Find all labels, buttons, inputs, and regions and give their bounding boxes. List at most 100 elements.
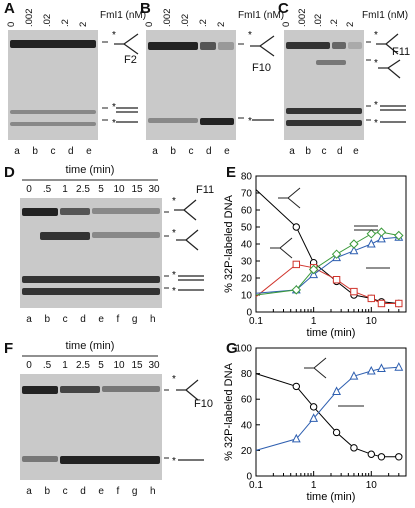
lane-letter: e [98,486,104,497]
unit-label-a: FmI1 (nM) [100,10,147,21]
data-point [367,294,375,303]
x-axis-label: time (min) [307,327,356,339]
dna-diagram-b: * * [238,30,275,127]
svg-text:*: * [172,228,176,239]
lane-letter: c [50,146,56,157]
gel-band [218,42,234,50]
lane-letter: b [32,146,38,157]
time-label: 15 [131,360,143,371]
time-label: 10 [113,360,125,371]
gel-band [286,42,330,49]
conc-labels-a: 0 .002 .02 .2 2 [6,0,98,30]
data-point [292,223,300,231]
gel-band [148,118,198,123]
y-tick-label: 20 [241,446,253,457]
conc-label: 2 [345,21,356,27]
y-tick-label: 50 [241,223,253,234]
conc-label: 0 [144,21,155,27]
panel-label-c: C [278,0,289,17]
gel-band [102,386,160,392]
gel-band [60,456,160,464]
svg-text:*: * [112,118,116,129]
series-line [255,263,399,304]
data-point [309,403,318,411]
lane-letter: a [289,146,295,157]
gel-band [286,108,362,114]
lane-letter: e [224,146,230,157]
conc-label: 0 [6,21,17,27]
x-tick-label: 0.1 [249,480,263,491]
data-point [395,453,403,461]
data-point [377,233,386,243]
dna-fork-icon [279,247,293,259]
lane-letter: g [131,314,138,325]
svg-text:*: * [374,30,378,41]
data-point [350,287,358,296]
gel-band [286,120,362,126]
time-label: 10 [113,184,125,195]
y-tick-label: 30 [241,257,253,268]
dna-fork-icon [287,197,301,209]
svg-text:*: * [374,118,378,129]
data-point [367,450,375,458]
conc-label: 2 [78,21,89,27]
svg-text:*: * [112,30,116,41]
lane-letter: b [44,486,51,497]
gel-f [20,374,162,480]
conc-label: .002 [24,8,35,28]
conc-labels-c: 0 .002 .02 .2 2 [281,0,364,30]
x-axis-label: time (min) [307,491,356,503]
dna-fork-icon [270,237,293,249]
time-bracket-d [22,179,158,181]
gel-band [22,288,160,295]
gel-band [60,208,90,215]
gel-band [10,122,96,126]
chart-e: 0 10 20 30 40 50 60 70 80 0.1 1 10 time (min) % 32P-l… [224,172,407,339]
lane-letter: h [150,486,156,497]
lane-letters-a: a b c d e [8,146,98,157]
data-point [332,428,341,437]
conc-label: .2 [198,19,209,27]
lane-letter: c [321,146,327,157]
lane-letter: c [62,486,68,497]
time-label: 0 [26,184,32,195]
y-tick-label: 0 [246,308,252,319]
y-tick-label: 100 [235,344,252,355]
gel-b [146,30,236,140]
data-point [377,363,386,372]
dna-diagram-a: * * * [102,30,139,129]
svg-text:*: * [374,58,378,69]
svg-text:*: * [172,196,176,207]
dna-fork-icon [313,367,327,379]
y-tick-label: 10 [241,291,253,302]
time-label: .5 [42,360,52,371]
x-tick-label: 10 [366,316,378,327]
time-label: 15 [131,184,143,195]
x-tick-label: 1 [311,480,317,491]
conc-label: .2 [60,19,71,27]
x-tick-label: 10 [366,480,378,491]
gel-band [22,276,160,283]
dna-label-f: F10 [194,398,213,410]
lane-letters-f: a b c d e f g h [20,486,162,497]
gel-band [22,208,58,216]
data-point [309,413,319,422]
conc-labels-b: 0 .002 .02 .2 2 [144,0,236,30]
svg-text:*: * [172,286,176,297]
data-point [291,285,302,295]
gel-band [22,386,58,394]
conc-label: .002 [297,8,308,28]
series-line [255,189,399,304]
time-title-d: time (min) [65,164,115,176]
lane-letter: d [80,314,86,325]
dna-label-d: F11 [196,184,215,196]
x-tick-label: 0.1 [249,316,263,327]
y-tick-label: 60 [241,395,253,406]
time-label: 5 [98,184,104,195]
gel-band [332,42,346,49]
lane-letter: d [80,486,86,497]
lane-letter: b [170,146,176,157]
data-point [291,433,301,443]
y-tick-label: 40 [241,240,253,251]
gel-band [22,456,58,462]
